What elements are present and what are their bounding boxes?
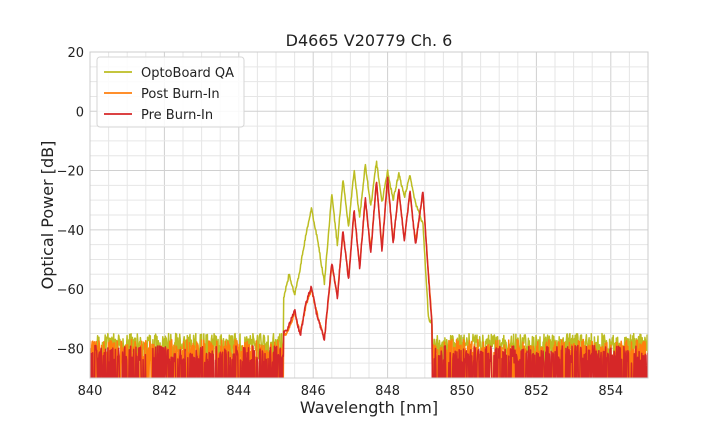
y-tick-label: −40	[57, 224, 84, 239]
y-tick-label: 20	[67, 46, 84, 61]
x-tick-label: 846	[301, 384, 326, 399]
legend-label-pre-burn-in: Pre Burn-In	[141, 108, 213, 123]
legend: OptoBoard QA Post Burn-In Pre Burn-In	[96, 56, 245, 128]
legend-label-optoboard-qa: OptoBoard QA	[141, 66, 234, 81]
y-tick-label: −80	[57, 342, 84, 357]
x-tick-label: 852	[524, 384, 549, 399]
y-tick-label: 0	[76, 105, 84, 120]
plot-area	[90, 160, 648, 378]
series-line-pre-burn-in	[90, 176, 648, 378]
x-tick-label: 854	[598, 384, 623, 399]
y-axis-label: Optical Power [dB]	[38, 141, 57, 290]
x-tick-label: 848	[375, 384, 400, 399]
axes-frame	[89, 51, 649, 379]
x-tick-label: 840	[78, 384, 103, 399]
x-tick-label: 850	[450, 384, 475, 399]
x-tick-label: 842	[152, 384, 177, 399]
y-tick-label: −60	[57, 283, 84, 298]
legend-box	[96, 56, 245, 128]
legend-label-post-burn-in: Post Burn-In	[141, 87, 220, 102]
tick-labels: 840 842 844 846 848 850 852 854 20 0 −20 −40 −60 −80	[57, 46, 624, 399]
x-axis-label: Wavelength [nm]	[300, 398, 438, 417]
chart-title: D4665 V20779 Ch. 6	[286, 31, 453, 50]
x-tick-label: 844	[226, 384, 251, 399]
y-tick-label: −20	[57, 165, 84, 180]
